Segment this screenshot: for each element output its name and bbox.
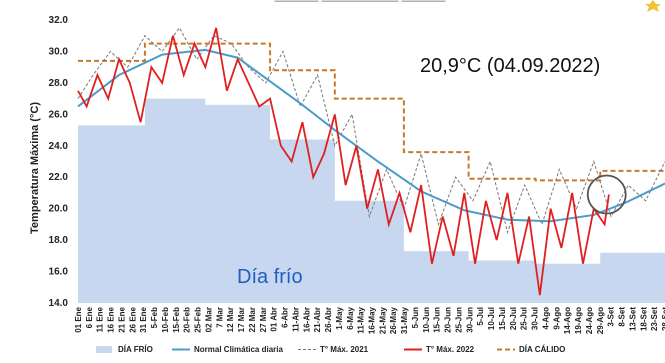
legend-label: T° Máx. 2021 [320, 345, 369, 354]
x-tick-label: 10-Feb [161, 307, 170, 333]
x-tick-label: 26-Abr [324, 307, 333, 332]
x-tick-label: 21-Abr [313, 307, 322, 332]
x-tick-label: 21-May [378, 306, 387, 334]
legend-label: DÍA CÁLIDO [519, 345, 565, 354]
x-tick-label: 22 Mar [248, 307, 257, 332]
x-tick-label: 5-Feb [150, 307, 159, 328]
chart-title-fragment: ———— ——————— ———— [274, 0, 445, 7]
x-tick-label: 10-Jul [487, 307, 496, 330]
x-tick-label: 25-Jun [454, 307, 463, 333]
x-tick-label: 1-May [335, 306, 344, 329]
x-tick-label: 21 Ene [117, 306, 126, 332]
legend-item: T° Máx. 2022 [404, 345, 475, 354]
x-tick-label: 11-Abr [291, 307, 300, 332]
legend-swatch [96, 346, 112, 353]
star-icon [645, 0, 661, 12]
x-tick-label: 17 Mar [237, 307, 246, 332]
chart-title-text: ———— ——————— ———— [274, 0, 445, 7]
x-tick-label: 23-Set [650, 307, 659, 331]
legend-label: T° Máx. 2022 [426, 345, 475, 354]
x-tick-label: 8-Set [618, 307, 627, 327]
cold-day-area [78, 99, 665, 303]
y-tick-label: 24.0 [49, 141, 69, 152]
x-tick-label: 15-Feb [172, 307, 181, 333]
y-tick-label: 20.0 [49, 204, 69, 215]
x-tick-label: 16-Abr [302, 307, 311, 332]
y-tick-label: 32.0 [49, 15, 69, 26]
x-tick-label: 01 Ene [74, 306, 83, 332]
x-tick-label: 10-Jun [422, 307, 431, 333]
x-tick-label: 12 Mar [226, 307, 235, 332]
cold-day-area-series [78, 99, 665, 303]
y-axis-label: Temperatura Máxima (°C) [29, 102, 41, 234]
x-tick-label: 15-Jun [433, 307, 442, 333]
x-tick-label: 5-Jul [476, 307, 485, 326]
x-tick-label: 15-Jul [498, 307, 507, 330]
x-tick-label: 29-Ago [596, 307, 605, 334]
x-tick-label: 30-Jun [465, 307, 474, 333]
y-tick-label: 28.0 [49, 78, 69, 89]
x-tick-label: 11 Ene [96, 306, 105, 332]
x-tick-label: 25-Feb [194, 307, 203, 333]
legend-label: DÍA FRÍO [118, 345, 153, 354]
y-tick-label: 16.0 [49, 267, 69, 278]
x-tick-label: 24-Ago [585, 307, 594, 334]
x-tick-label: 20-Feb [183, 307, 192, 333]
x-tick-label: 4-Ago [541, 307, 550, 330]
legend: DÍA FRÍO Normal Climática diaria T° Máx. 2… [96, 345, 565, 354]
legend-item: DÍA FRÍO [96, 345, 153, 354]
x-tick-label: 6 Ene [85, 306, 94, 328]
x-tick-label: 18-Set [639, 307, 648, 331]
x-tick-label: 14-Ago [563, 307, 572, 334]
x-tick-label: 9-Ago [552, 307, 561, 330]
record-temperature-annotation: 20,9°C (04.09.2022) [420, 55, 600, 77]
y-tick-label: 22.0 [49, 172, 69, 183]
x-tick-label: 31 Ene [139, 306, 148, 332]
x-tick-label: 02 Mar [204, 307, 213, 332]
y-axis: 32.0 30.0 28.0 26.0 24.0 22.0 20.0 18.0 16.0 14.0 [49, 15, 69, 309]
cold-day-annotation: Día frío [237, 266, 303, 288]
x-tick-label: 16 Ene [107, 306, 116, 332]
x-tick-label: 20-Jul [509, 307, 518, 330]
x-tick-label: 26 Ene [128, 306, 137, 332]
y-tick-label: 14.0 [49, 298, 69, 309]
x-tick-label: 28-Set [661, 307, 665, 331]
x-tick-label: 5-Jun [411, 307, 420, 328]
x-tick-label: 01 Abr [270, 307, 279, 332]
x-tick-label: 30-Jul [531, 307, 540, 330]
x-tick-label: 13-Set [628, 307, 637, 331]
x-tick-label: 25-Jul [520, 307, 529, 330]
x-tick-label: 7 Mar [215, 307, 224, 328]
x-tick-label: 16-May [368, 306, 377, 334]
x-tick-label: 20-Jun [444, 307, 453, 333]
x-tick-label: 11-May [357, 306, 366, 333]
x-axis: 01 Ene 6 Ene 11 Ene 16 Ene 21 Ene 26 Ene 31 En… [74, 306, 665, 334]
y-tick-label: 18.0 [49, 235, 69, 246]
x-tick-label: 26-May [389, 306, 398, 334]
x-tick-label: 6-May [346, 306, 355, 329]
legend-label: Normal Climática diaria [194, 345, 283, 354]
x-tick-label: 6-Abr [281, 307, 290, 328]
x-tick-label: 3-Set [607, 307, 616, 327]
legend-item: T° Máx. 2021 [298, 345, 369, 354]
y-tick-label: 30.0 [49, 46, 69, 57]
x-tick-label: 27 Mar [259, 307, 268, 332]
y-tick-label: 26.0 [49, 109, 69, 120]
x-tick-label: 31-May [400, 306, 409, 334]
legend-item: Normal Climática diaria [172, 345, 283, 354]
x-tick-label: 19-Ago [574, 307, 583, 334]
legend-item: DÍA CÁLIDO [497, 345, 565, 354]
